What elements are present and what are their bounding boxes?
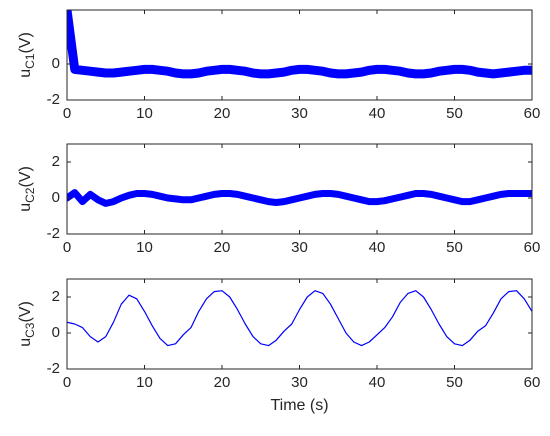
y-label-sub: C1 [23, 53, 37, 69]
y-axis-label: uC2(V) [17, 166, 37, 212]
y-tick-label: -2 [47, 360, 60, 377]
x-tick-label: 40 [369, 374, 386, 391]
y-axis-label: uC3(V) [17, 301, 37, 347]
data-line [67, 10, 532, 79]
y-label-main: u [17, 69, 34, 78]
x-tick-label: 30 [291, 105, 308, 122]
y-tick-label: 2 [52, 153, 60, 170]
data-line [67, 189, 532, 207]
data-line [67, 290, 532, 347]
x-axis-label: Time (s) [270, 397, 328, 414]
x-tick-label: 60 [524, 105, 541, 122]
y-label-unit: (V) [17, 32, 34, 53]
x-tick-label: 30 [291, 374, 308, 391]
plot-area [67, 10, 532, 79]
y-tick-label: -2 [47, 91, 60, 108]
x-tick-label: 20 [214, 239, 231, 256]
x-tick-label: 10 [136, 239, 153, 256]
x-tick-label: 20 [214, 105, 231, 122]
x-tick-label: 10 [136, 105, 153, 122]
axes-frame [66, 143, 533, 235]
x-tick-label: 50 [446, 374, 463, 391]
x-tick-label: 60 [524, 239, 541, 256]
y-tick-label: 0 [52, 55, 60, 72]
x-tick-label: 50 [446, 239, 463, 256]
y-label-unit: (V) [17, 301, 34, 322]
axes-frame [66, 278, 533, 370]
x-tick-label: 40 [369, 105, 386, 122]
plot-area [67, 290, 532, 347]
y-label-unit: (V) [17, 166, 34, 187]
y-tick-label: 0 [52, 324, 60, 341]
y-tick-label: 2 [52, 288, 60, 305]
x-tick-label: 0 [63, 105, 71, 122]
x-tick-label: 30 [291, 239, 308, 256]
plot-area [67, 189, 532, 207]
y-label-main: u [17, 203, 34, 212]
axes-frame [66, 9, 533, 101]
x-tick-label: 40 [369, 239, 386, 256]
x-tick-label: 50 [446, 105, 463, 122]
y-label-sub: C2 [23, 187, 37, 203]
x-tick-label: 0 [63, 239, 71, 256]
x-tick-label: 60 [524, 374, 541, 391]
x-tick-label: 20 [214, 374, 231, 391]
x-tick-label: 10 [136, 374, 153, 391]
y-tick-label: 0 [52, 189, 60, 206]
y-tick-label: -2 [47, 225, 60, 242]
x-tick-label: 0 [63, 374, 71, 391]
y-axis-label: uC1(V) [17, 32, 37, 78]
y-label-sub: C3 [23, 322, 37, 338]
y-label-main: u [17, 338, 34, 347]
